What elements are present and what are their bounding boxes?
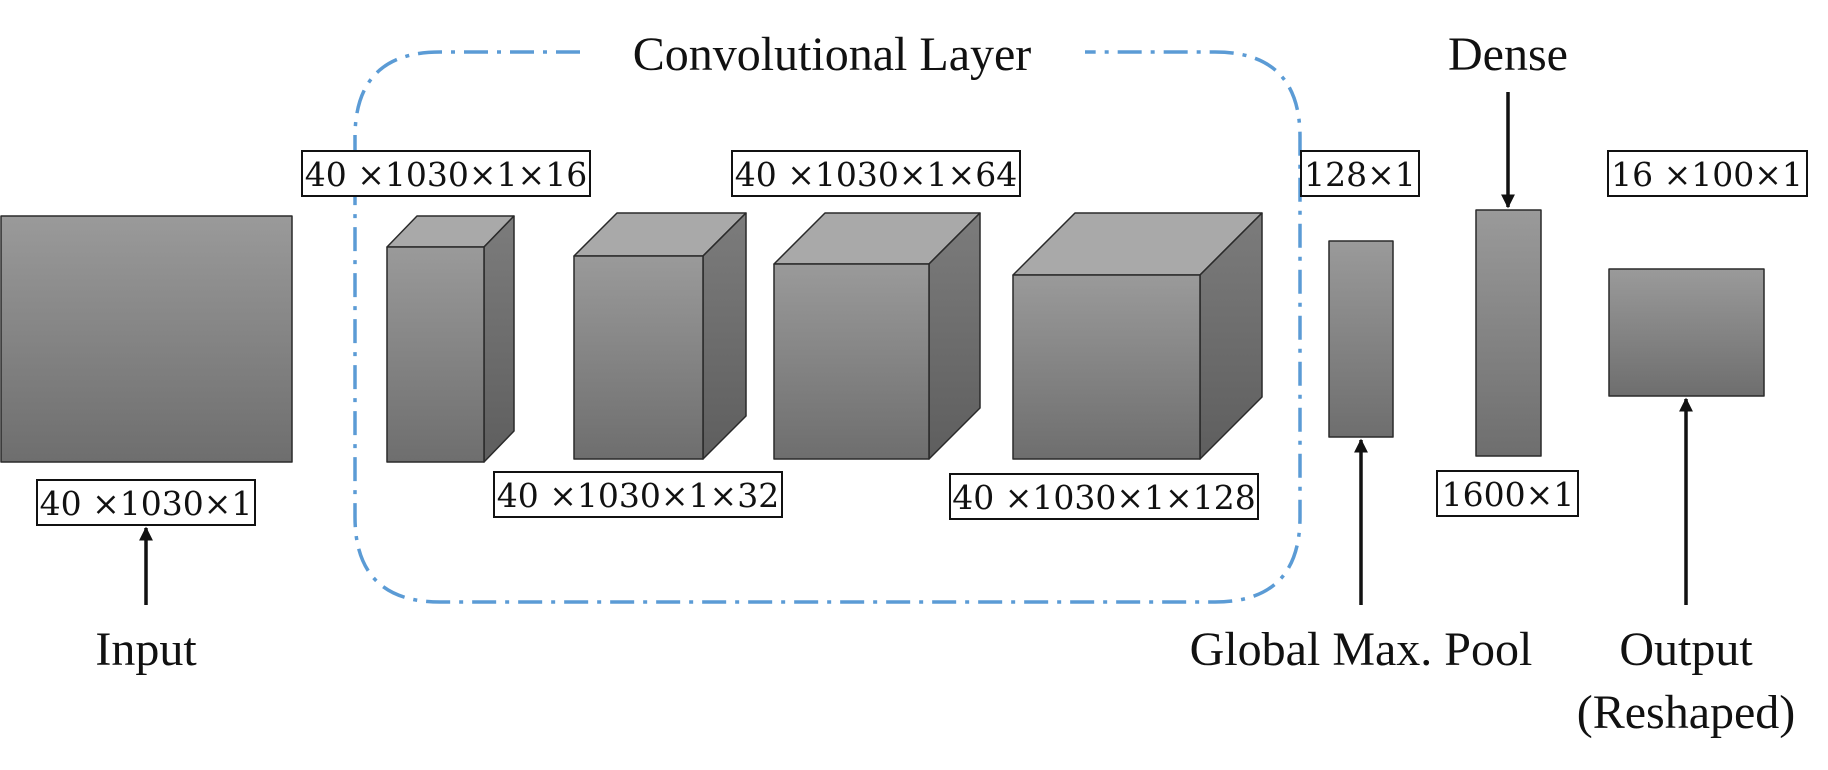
output-dim-label: 16 ×100×1	[1611, 155, 1803, 194]
conv3-cube	[773, 212, 981, 460]
conv4-dim-box	[949, 473, 1259, 520]
conv2-cube	[573, 212, 747, 460]
pool-label: Global Max. Pool	[1190, 623, 1533, 676]
dense-dim-label: 1600×1	[1442, 475, 1575, 514]
conv2-dim-label: 40 ×1030×1×32	[497, 476, 779, 515]
output-dim-box	[1607, 150, 1808, 197]
input-dim-box	[36, 479, 256, 526]
dense-dim-box	[1436, 470, 1579, 517]
conv4-cube	[1012, 212, 1263, 460]
conv2-dim-box	[493, 471, 783, 518]
input-dim-label: 40 ×1030×1	[40, 484, 253, 523]
output-block	[1608, 268, 1765, 397]
input-label: Input	[95, 623, 197, 676]
pool-dim-label: 128×1	[1304, 155, 1416, 194]
conv3-dim-box	[731, 150, 1021, 197]
pool-block	[1328, 240, 1394, 438]
dense-label: Dense	[1448, 28, 1568, 81]
conv1-dim-box	[301, 150, 591, 197]
conv3-dim-label: 40 ×1030×1×64	[735, 155, 1017, 194]
output-label-reshaped: (Reshaped)	[1577, 686, 1796, 739]
output-label: Output	[1619, 623, 1753, 676]
conv1-dim-label: 40 ×1030×1×16	[305, 155, 587, 194]
pool-dim-box	[1300, 150, 1420, 197]
dense-block	[1475, 209, 1542, 457]
conv-layer-border	[353, 50, 1302, 604]
conv1-cube	[386, 215, 515, 463]
input-block	[0, 215, 293, 463]
conv-layer-title: Convolutional Layer	[633, 28, 1032, 81]
conv4-dim-label: 40 ×1030×1×128	[952, 478, 1255, 517]
